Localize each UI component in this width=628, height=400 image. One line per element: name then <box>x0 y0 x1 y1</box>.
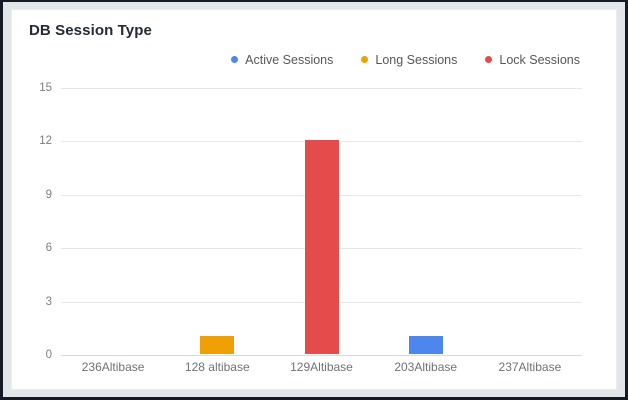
x-axis-label-203altibase: 203Altibase <box>394 360 458 374</box>
legend-label: Long Sessions <box>375 52 458 67</box>
bar-203altibase-active-sessions[interactable] <box>408 336 443 354</box>
gridline-0 <box>61 355 582 356</box>
legend-dot-lock-sessions <box>485 56 493 63</box>
x-axis-label-129altibase: 129Altibase <box>290 360 353 374</box>
y-axis-tick-9: 9 <box>45 188 52 201</box>
plot-area <box>61 88 582 356</box>
gridline-15 <box>61 88 582 89</box>
y-axis-tick-0: 0 <box>45 349 52 361</box>
chart-card: DB Session Type Active Sessions Long Sess… <box>11 9 617 390</box>
y-axis-tick-12: 12 <box>39 135 52 148</box>
chart-legend: Active Sessions Long Sessions Lock Session… <box>231 52 580 67</box>
legend-item-lock-sessions[interactable]: Lock Sessions <box>485 53 580 67</box>
x-axis-label-128-altibase: 128 altibase <box>184 360 250 374</box>
legend-label: Lock Sessions <box>499 52 580 67</box>
legend-item-long-sessions[interactable]: Long Sessions <box>361 53 457 67</box>
legend-label: Active Sessions <box>245 52 334 67</box>
x-axis-label-237altibase: 237Altibase <box>498 360 562 374</box>
y-axis-tick-6: 6 <box>45 242 52 255</box>
legend-item-active-sessions[interactable]: Active Sessions <box>231 53 333 67</box>
x-axis-label-236altibase: 236Altibase <box>81 360 145 374</box>
y-axis-tick-3: 3 <box>45 295 52 308</box>
bar-128-altibase-long-sessions[interactable] <box>200 336 235 354</box>
chart-title: DB Session Type <box>29 22 152 39</box>
legend-dot-active-sessions <box>231 56 239 63</box>
legend-dot-long-sessions <box>361 56 369 63</box>
bar-129altibase-lock-sessions[interactable] <box>304 140 339 354</box>
y-axis-tick-15: 15 <box>39 82 52 94</box>
